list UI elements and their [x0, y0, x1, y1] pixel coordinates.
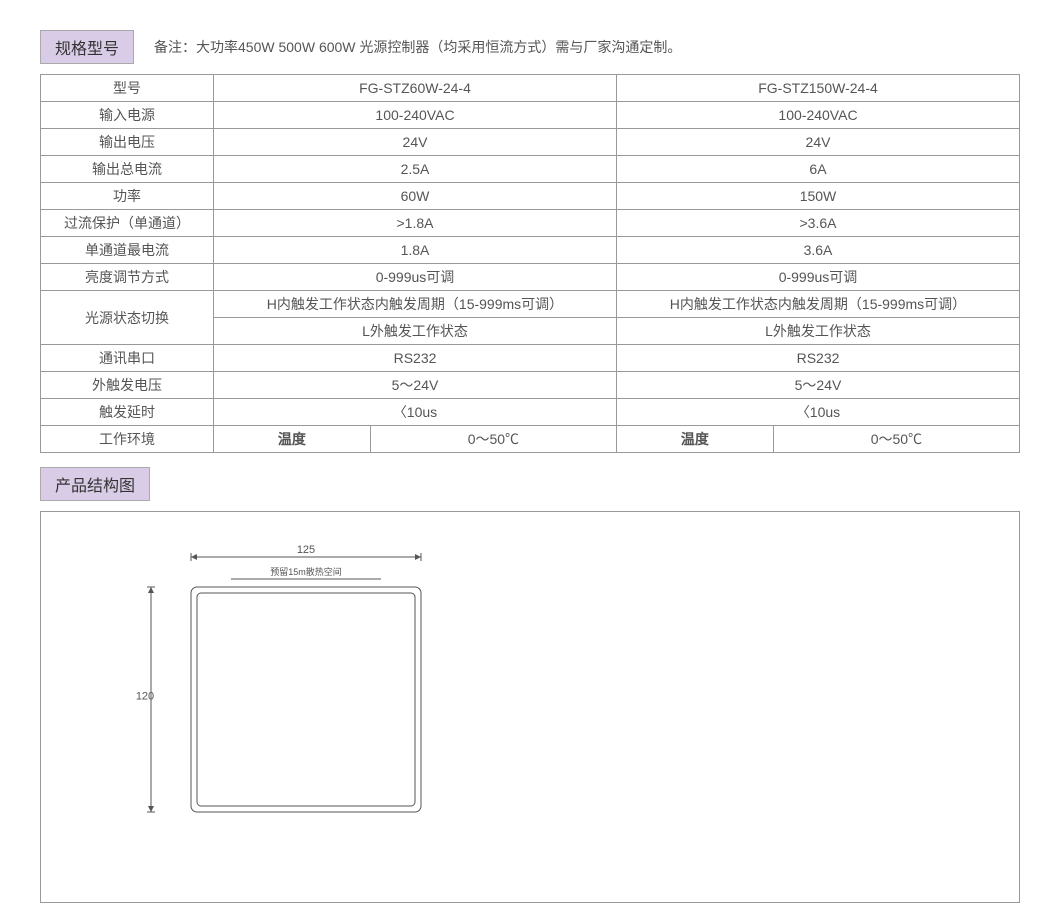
table-row-label: 型号: [41, 75, 214, 102]
table-cell: H内触发工作状态内触发周期（15-999ms可调）: [616, 291, 1019, 318]
table-cell: 100-240VAC: [214, 102, 617, 129]
table-cell: >3.6A: [616, 210, 1019, 237]
diagram-frame: 125 预留15m散热空间 120: [40, 511, 1020, 903]
table-cell: H内触发工作状态内触发周期（15-999ms可调）: [214, 291, 617, 318]
svg-text:125: 125: [297, 544, 315, 556]
spec-note: 备注：大功率450W 500W 600W 光源控制器（均采用恒流方式）需与厂家沟…: [154, 37, 681, 57]
table-cell: RS232: [616, 345, 1019, 372]
table-cell: 150W: [616, 183, 1019, 210]
table-cell: L外触发工作状态: [214, 318, 617, 345]
structure-diagram: 125 预留15m散热空间 120: [71, 532, 991, 882]
table-cell: 24V: [616, 129, 1019, 156]
table-cell: 60W: [214, 183, 617, 210]
spec-header: 规格型号 备注：大功率450W 500W 600W 光源控制器（均采用恒流方式）…: [40, 30, 1020, 64]
table-cell: 0～50℃: [773, 426, 1019, 453]
table-cell: 6A: [616, 156, 1019, 183]
table-row-label: 通讯串口: [41, 345, 214, 372]
table-cell: 〈10us: [214, 399, 617, 426]
table-cell: 2.5A: [214, 156, 617, 183]
table-row-label: 功率: [41, 183, 214, 210]
table-row-label: 外触发电压: [41, 372, 214, 399]
table-cell: 0-999us可调: [616, 264, 1019, 291]
spec-table: 型号FG-STZ60W-24-4FG-STZ150W-24-4输入电源100-2…: [40, 74, 1020, 453]
table-cell: FG-STZ150W-24-4: [616, 75, 1019, 102]
table-row-label: 输出电压: [41, 129, 214, 156]
struct-header: 产品结构图: [40, 467, 1020, 501]
table-row-label: 单通道最电流: [41, 237, 214, 264]
table-cell: 温度: [616, 426, 773, 453]
table-row-label: 亮度调节方式: [41, 264, 214, 291]
table-row-label: 输入电源: [41, 102, 214, 129]
table-cell: 5～24V: [616, 372, 1019, 399]
table-cell: 0-999us可调: [214, 264, 617, 291]
table-cell: 温度: [214, 426, 371, 453]
table-row-label: 输出总电流: [41, 156, 214, 183]
table-cell: FG-STZ60W-24-4: [214, 75, 617, 102]
table-cell: 5～24V: [214, 372, 617, 399]
table-cell: 1.8A: [214, 237, 617, 264]
table-cell: 〈10us: [616, 399, 1019, 426]
table-cell: 3.6A: [616, 237, 1019, 264]
table-cell: 0～50℃: [370, 426, 616, 453]
table-cell: 工作环境: [41, 426, 214, 453]
table-cell: 24V: [214, 129, 617, 156]
svg-text:120: 120: [136, 691, 154, 703]
table-cell: >1.8A: [214, 210, 617, 237]
struct-title-badge: 产品结构图: [40, 467, 150, 501]
table-row-label: 过流保护（单通道）: [41, 210, 214, 237]
svg-text:预留15m散热空间: 预留15m散热空间: [270, 566, 342, 577]
table-row-label: 光源状态切换: [41, 291, 214, 345]
table-cell: RS232: [214, 345, 617, 372]
table-cell: 100-240VAC: [616, 102, 1019, 129]
table-row-label: 触发延时: [41, 399, 214, 426]
spec-title-badge: 规格型号: [40, 30, 134, 64]
table-cell: L外触发工作状态: [616, 318, 1019, 345]
